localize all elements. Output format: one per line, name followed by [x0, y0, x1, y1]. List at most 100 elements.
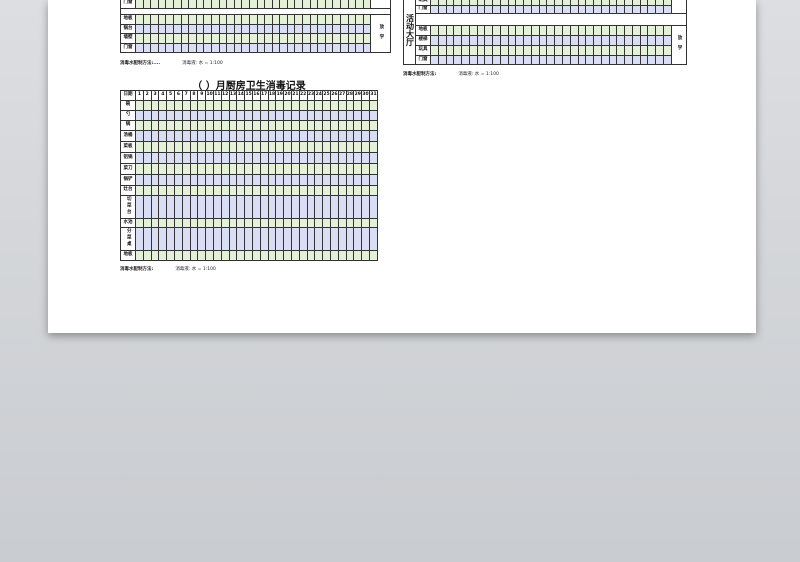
- check-cell[interactable]: [275, 250, 285, 261]
- check-cell[interactable]: [203, 43, 212, 53]
- check-cell[interactable]: [212, 195, 222, 219]
- check-cell[interactable]: [608, 25, 618, 36]
- check-cell[interactable]: [322, 250, 331, 261]
- check-cell[interactable]: [340, 14, 349, 25]
- check-cell[interactable]: [166, 120, 175, 131]
- check-cell[interactable]: [165, 14, 174, 25]
- check-cell[interactable]: [484, 25, 494, 36]
- check-cell[interactable]: [165, 24, 174, 34]
- check-cell[interactable]: [554, 25, 564, 36]
- check-cell[interactable]: [655, 35, 664, 46]
- check-cell[interactable]: [181, 185, 191, 196]
- check-cell[interactable]: [228, 120, 238, 131]
- check-cell[interactable]: [314, 174, 324, 186]
- check-cell[interactable]: [345, 163, 355, 175]
- check-cell[interactable]: [165, 43, 174, 53]
- check-cell[interactable]: [218, 0, 228, 9]
- check-cell[interactable]: [655, 45, 664, 56]
- check-cell[interactable]: [515, 5, 525, 14]
- check-cell[interactable]: [195, 33, 205, 44]
- check-cell[interactable]: [322, 218, 331, 228]
- check-cell[interactable]: [562, 55, 571, 65]
- check-cell[interactable]: [142, 110, 152, 121]
- check-cell[interactable]: [345, 250, 355, 261]
- check-cell[interactable]: [546, 45, 556, 56]
- check-cell[interactable]: [267, 100, 277, 111]
- check-cell[interactable]: [430, 55, 439, 65]
- check-cell[interactable]: [195, 14, 205, 25]
- check-cell[interactable]: [142, 43, 152, 53]
- check-cell[interactable]: [577, 35, 587, 46]
- check-cell[interactable]: [593, 5, 602, 14]
- check-cell[interactable]: [135, 185, 144, 196]
- check-cell[interactable]: [158, 152, 168, 164]
- check-cell[interactable]: [181, 218, 191, 228]
- check-cell[interactable]: [324, 43, 334, 53]
- check-cell[interactable]: [577, 45, 587, 56]
- check-cell[interactable]: [220, 163, 230, 175]
- check-cell[interactable]: [165, 33, 174, 44]
- check-cell[interactable]: [368, 100, 379, 111]
- check-cell[interactable]: [600, 25, 610, 36]
- check-cell[interactable]: [655, 5, 664, 14]
- check-cell[interactable]: [233, 24, 243, 34]
- check-cell[interactable]: [298, 110, 308, 121]
- check-cell[interactable]: [212, 218, 222, 228]
- check-cell[interactable]: [142, 120, 152, 131]
- check-cell[interactable]: [283, 195, 292, 219]
- check-cell[interactable]: [362, 33, 372, 44]
- check-cell[interactable]: [181, 120, 191, 131]
- check-cell[interactable]: [329, 195, 339, 219]
- check-cell[interactable]: [530, 5, 540, 14]
- check-cell[interactable]: [562, 35, 571, 46]
- check-cell[interactable]: [251, 120, 261, 131]
- check-cell[interactable]: [306, 163, 316, 175]
- check-cell[interactable]: [226, 0, 235, 9]
- check-cell[interactable]: [166, 152, 175, 164]
- check-cell[interactable]: [241, 0, 250, 9]
- check-cell[interactable]: [166, 174, 175, 186]
- check-cell[interactable]: [309, 43, 319, 53]
- check-cell[interactable]: [228, 250, 238, 261]
- check-cell[interactable]: [197, 130, 207, 142]
- check-cell[interactable]: [228, 152, 238, 164]
- check-cell[interactable]: [172, 43, 182, 53]
- check-cell[interactable]: [345, 120, 355, 131]
- check-cell[interactable]: [337, 130, 347, 142]
- check-cell[interactable]: [345, 185, 355, 196]
- check-cell[interactable]: [624, 25, 633, 36]
- check-cell[interactable]: [283, 130, 292, 142]
- check-cell[interactable]: [203, 33, 212, 44]
- check-cell[interactable]: [290, 141, 300, 153]
- check-cell[interactable]: [244, 218, 253, 228]
- check-cell[interactable]: [476, 25, 486, 36]
- check-cell[interactable]: [203, 24, 212, 34]
- check-cell[interactable]: [142, 163, 152, 175]
- check-cell[interactable]: [290, 195, 300, 219]
- check-cell[interactable]: [157, 33, 167, 44]
- check-cell[interactable]: [368, 227, 379, 251]
- check-cell[interactable]: [267, 152, 277, 164]
- check-cell[interactable]: [616, 55, 626, 65]
- check-cell[interactable]: [624, 35, 633, 46]
- check-cell[interactable]: [256, 43, 266, 53]
- check-cell[interactable]: [135, 130, 144, 142]
- check-cell[interactable]: [251, 250, 261, 261]
- check-cell[interactable]: [205, 174, 214, 186]
- check-cell[interactable]: [259, 110, 269, 121]
- check-cell[interactable]: [302, 0, 311, 9]
- check-cell[interactable]: [322, 110, 331, 121]
- check-cell[interactable]: [314, 250, 324, 261]
- check-cell[interactable]: [361, 185, 370, 196]
- check-cell[interactable]: [624, 45, 633, 56]
- check-cell[interactable]: [298, 152, 308, 164]
- check-cell[interactable]: [332, 0, 342, 9]
- check-cell[interactable]: [430, 5, 439, 14]
- check-cell[interactable]: [332, 24, 342, 34]
- check-cell[interactable]: [228, 185, 238, 196]
- check-cell[interactable]: [181, 174, 191, 186]
- check-cell[interactable]: [445, 45, 455, 56]
- check-cell[interactable]: [585, 5, 595, 14]
- check-cell[interactable]: [340, 33, 349, 44]
- check-cell[interactable]: [212, 100, 222, 111]
